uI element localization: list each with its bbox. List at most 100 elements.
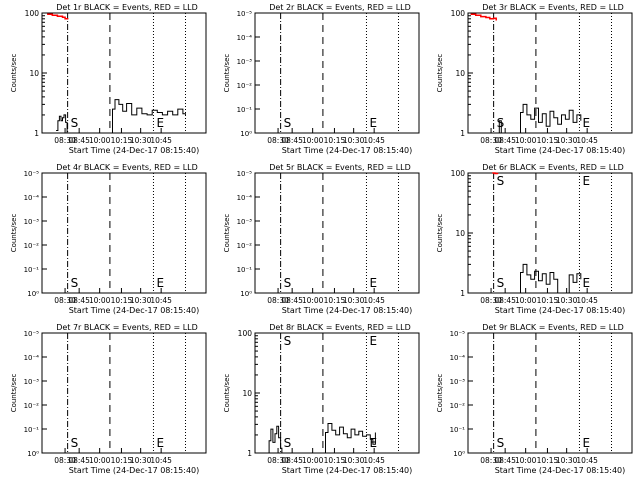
- x-tick-label: 08:45: [68, 136, 90, 145]
- x-tick-label: 10:00: [89, 136, 111, 145]
- detector-panel: Det 3r BLACK = Events, RED = LLD 1 10 100 Co…: [436, 3, 633, 155]
- x-tick-label: 10:15: [324, 136, 346, 145]
- x-tick-label: 10:15: [537, 456, 559, 465]
- y-axis-label: Counts/sec: [10, 214, 18, 253]
- x-tick-label: 10:45: [150, 136, 172, 145]
- detector-panel: Det 8r BLACK = Events, RED = LLD 1 10 100 Co…: [223, 323, 420, 475]
- end-marker-top: E: [369, 334, 377, 348]
- end-marker-top: E: [582, 174, 590, 188]
- y-tick-label: 1: [247, 449, 252, 458]
- y-tick-label: 10⁻⁵: [237, 10, 253, 18]
- y-tick-label: 10⁻¹: [237, 106, 253, 114]
- panel-title: Det 1r BLACK = Events, RED = LLD: [56, 3, 198, 12]
- y-axis-label: Counts/sec: [223, 214, 231, 253]
- x-axis-label: Start Time (24-Dec-17 08:15:40): [282, 306, 413, 315]
- x-tick-label: 08:45: [494, 136, 516, 145]
- x-tick-label: 10:00: [515, 456, 537, 465]
- end-marker: E: [582, 436, 590, 450]
- y-axis-label: Counts/sec: [10, 374, 18, 413]
- x-tick-label: 10:45: [363, 136, 385, 145]
- events-series-line: [267, 423, 376, 454]
- start-marker: S: [71, 116, 79, 130]
- y-tick-label: 10⁻⁵: [237, 170, 253, 178]
- x-tick-label: 08:30: [480, 456, 502, 465]
- x-tick-label: 10:00: [515, 136, 537, 145]
- x-axis-label: Start Time (24-Dec-17 08:15:40): [69, 306, 200, 315]
- x-tick-label: 10:15: [324, 456, 346, 465]
- end-marker: E: [369, 116, 377, 130]
- y-tick-label: 10⁻¹: [24, 266, 40, 274]
- x-axis-label: Start Time (24-Dec-17 08:15:40): [69, 146, 200, 155]
- end-marker: E: [582, 276, 590, 290]
- panel-title: Det 5r BLACK = Events, RED = LLD: [269, 163, 411, 172]
- start-marker-top: S: [284, 334, 292, 348]
- y-tick-label: 10: [455, 229, 465, 238]
- y-axis-label: Counts/sec: [436, 374, 444, 413]
- y-tick-label: 10⁻²: [237, 82, 253, 90]
- y-tick-label: 100: [238, 329, 253, 338]
- x-tick-label: 08:30: [54, 456, 76, 465]
- y-tick-label: 100: [451, 169, 466, 178]
- lld-series-line: [47, 13, 69, 20]
- plot-frame: [467, 332, 633, 454]
- events-series-line: [498, 103, 582, 134]
- x-tick-label: 10:15: [537, 296, 559, 305]
- y-tick-label: 10⁰: [27, 290, 39, 298]
- x-tick-label: 10:45: [363, 296, 385, 305]
- panel-title: Det 8r BLACK = Events, RED = LLD: [269, 323, 411, 332]
- x-tick-label: 08:30: [267, 456, 289, 465]
- x-tick-label: 10:45: [150, 296, 172, 305]
- y-axis-label: Counts/sec: [436, 54, 444, 93]
- y-tick-label: 10⁰: [240, 290, 252, 298]
- end-marker: E: [156, 276, 164, 290]
- y-axis-label: Counts/sec: [223, 374, 231, 413]
- y-tick-label: 10⁻¹: [237, 266, 253, 274]
- x-tick-label: 10:45: [576, 296, 598, 305]
- plot-frame: [254, 12, 420, 134]
- detector-panel: Det 6r BLACK = Events, RED = LLD 1 10 100 Co…: [436, 163, 633, 315]
- panel-title: Det 9r BLACK = Events, RED = LLD: [482, 323, 624, 332]
- x-tick-label: 08:30: [267, 296, 289, 305]
- events-series-line: [519, 263, 582, 294]
- x-tick-label: 08:45: [281, 456, 303, 465]
- x-tick-label: 08:45: [281, 136, 303, 145]
- x-tick-label: 08:30: [267, 136, 289, 145]
- y-axis-label: Counts/sec: [223, 54, 231, 93]
- x-tick-label: 10:30: [343, 296, 365, 305]
- x-tick-label: 10:30: [130, 296, 152, 305]
- x-tick-label: 10:00: [89, 296, 111, 305]
- y-tick-label: 10: [455, 69, 465, 78]
- end-marker: E: [156, 436, 164, 450]
- x-tick-label: 10:30: [556, 456, 578, 465]
- y-tick-label: 100: [25, 9, 40, 18]
- x-tick-label: 10:30: [556, 296, 578, 305]
- y-tick-label: 10⁻²: [237, 242, 253, 250]
- x-tick-label: 10:15: [111, 136, 133, 145]
- x-tick-label: 10:00: [302, 136, 324, 145]
- x-tick-label: 08:30: [480, 136, 502, 145]
- x-tick-label: 08:45: [494, 296, 516, 305]
- x-tick-label: 08:30: [54, 296, 76, 305]
- x-tick-label: 10:15: [111, 456, 133, 465]
- y-tick-label: 10⁻⁵: [24, 170, 40, 178]
- start-marker: S: [71, 436, 79, 450]
- start-marker: S: [284, 116, 292, 130]
- y-axis-label: Counts/sec: [10, 54, 18, 93]
- panel-title: Det 4r BLACK = Events, RED = LLD: [56, 163, 198, 172]
- y-tick-label: 10⁻¹: [24, 426, 40, 434]
- y-tick-label: 10⁻³: [24, 378, 40, 386]
- x-tick-label: 08:30: [480, 296, 502, 305]
- x-tick-label: 10:45: [363, 456, 385, 465]
- y-axis-label: Counts/sec: [436, 214, 444, 253]
- y-tick-label: 10⁻⁴: [24, 354, 40, 362]
- x-axis-label: Start Time (24-Dec-17 08:15:40): [495, 306, 626, 315]
- detector-panel: Det 7r BLACK = Events, RED = LLD 10⁰ 10⁻¹ 1…: [10, 323, 207, 475]
- start-marker-top: S: [497, 174, 505, 188]
- panel-title: Det 2r BLACK = Events, RED = LLD: [269, 3, 411, 12]
- y-tick-label: 10: [29, 69, 39, 78]
- x-axis-label: Start Time (24-Dec-17 08:15:40): [495, 466, 626, 475]
- plot-frame: [254, 172, 420, 294]
- x-tick-label: 10:15: [324, 296, 346, 305]
- start-marker: S: [497, 116, 505, 130]
- x-tick-label: 10:00: [515, 296, 537, 305]
